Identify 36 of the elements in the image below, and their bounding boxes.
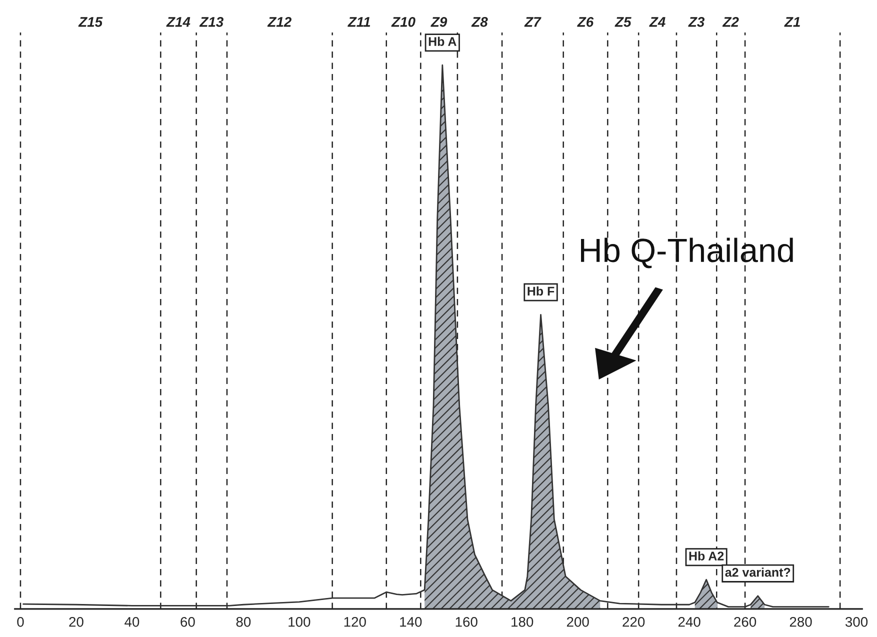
text: Z8 xyxy=(471,17,488,27)
x-tick-label: 100 xyxy=(288,616,310,627)
annotation: Hb A xyxy=(428,36,456,46)
x-tick-label: 300 xyxy=(845,616,868,627)
x-tick-label: 180 xyxy=(512,616,534,627)
x-tick-label: 0 xyxy=(17,616,24,627)
text: Z7 xyxy=(524,17,542,27)
text: Z1 xyxy=(784,17,800,27)
text: Z14 xyxy=(166,17,190,27)
x-tick-label: 60 xyxy=(180,616,195,627)
annotation: Hb A2 xyxy=(689,551,724,560)
text: Z15 xyxy=(78,17,103,27)
x-tick-label: 160 xyxy=(456,616,478,627)
x-tick-label: 40 xyxy=(124,616,140,627)
x-tick-label: 80 xyxy=(236,616,251,627)
x-tick-label: 20 xyxy=(69,616,84,627)
x-tick-label: 200 xyxy=(566,616,589,627)
text: Z11 xyxy=(348,17,370,27)
x-tick-label: 140 xyxy=(400,616,422,627)
text: Z3 xyxy=(688,17,705,27)
text: Z4 xyxy=(649,17,666,27)
text: Z2 xyxy=(722,17,739,27)
x-tick-label: 240 xyxy=(678,616,700,627)
x-tick-label: 260 xyxy=(734,616,756,627)
text: Z9 xyxy=(430,17,448,27)
x-tick-label: 280 xyxy=(790,616,812,627)
x-tick-label: 120 xyxy=(344,616,366,627)
x-tick-label: 220 xyxy=(622,616,645,627)
annotation: a2 variant? xyxy=(725,568,790,577)
text: Z12 xyxy=(267,17,292,27)
annotation: Hb Q-Thailand xyxy=(581,238,793,268)
annotation: Hb F xyxy=(528,286,554,296)
text: Z13 xyxy=(199,17,224,27)
text: Z6 xyxy=(577,17,594,27)
text: Z10 xyxy=(391,17,416,27)
text: Z5 xyxy=(614,17,632,27)
